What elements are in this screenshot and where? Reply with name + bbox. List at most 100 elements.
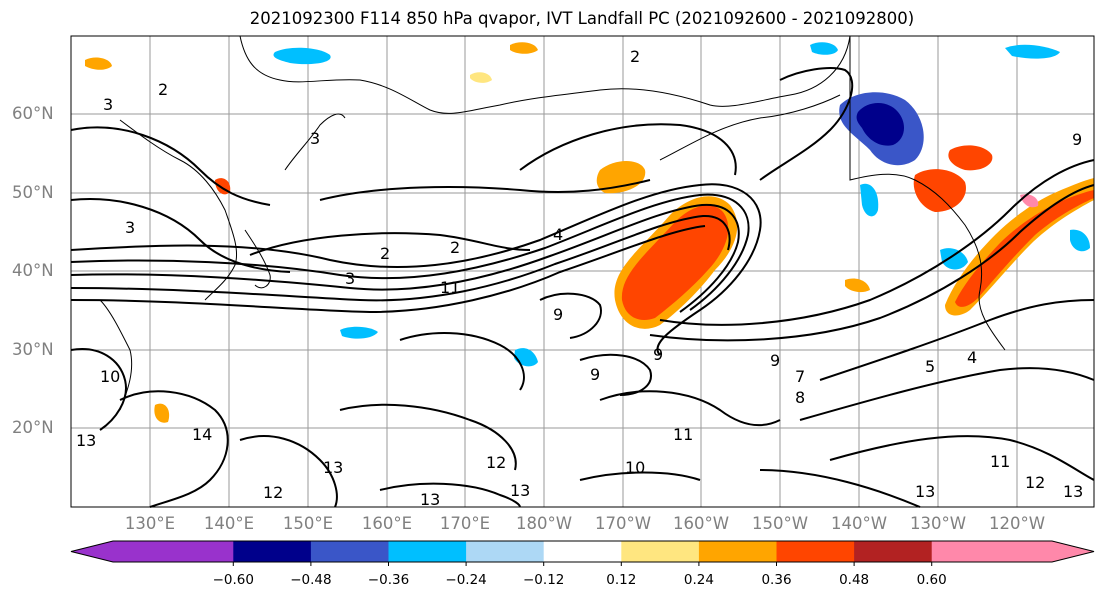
colorbar-tick-label: 0.12: [606, 572, 637, 588]
lon-label: 150°E: [282, 514, 334, 533]
lon-label: 150°W: [751, 514, 809, 533]
contour-26: [539, 292, 602, 339]
orange-patch-2: [154, 403, 170, 423]
contour-label: 2: [158, 80, 168, 99]
colorbar-tick-label: 0.60: [916, 572, 947, 588]
contour-label: 9: [553, 305, 563, 324]
contour-label: 9: [653, 345, 663, 364]
colorbar-segment: [543, 541, 622, 562]
contour-10: [519, 123, 737, 176]
contour-3: [70, 203, 740, 313]
colorbar-segment: [698, 541, 778, 562]
colorbar-segment: [233, 541, 312, 562]
contour-label: 5: [925, 357, 935, 376]
colorbar-extend-right: [1052, 541, 1094, 562]
contour-label: 2: [450, 238, 460, 257]
lat-label: 60°N: [12, 104, 54, 123]
coast-north-america: [849, 36, 1006, 351]
colorbar-segment: [776, 541, 855, 562]
ivt-contours: [70, 67, 1095, 508]
colorbar-segment: [113, 541, 234, 562]
lat-label: 30°N: [12, 340, 54, 359]
lon-label: 120°W: [988, 514, 1046, 533]
contour-label: 9: [1072, 130, 1082, 149]
contour-2: [70, 193, 750, 311]
contour-label: 2: [630, 47, 640, 66]
lon-label: 180°W: [515, 514, 573, 533]
colorbar-tick-label: −0.60: [212, 572, 254, 588]
colorbar-segment: [388, 541, 467, 562]
contour-label: 14: [192, 425, 212, 444]
contour-label: 13: [1063, 482, 1083, 501]
blue-patch-3: [1005, 44, 1060, 59]
contour-12: [659, 159, 1095, 326]
contour-23: [399, 332, 525, 391]
contour-11: [759, 67, 854, 181]
orange-patch-3: [510, 42, 538, 54]
colorbar-tick-label: 0.24: [683, 572, 714, 588]
contour-27: [579, 353, 652, 396]
qvapor-shading: [85, 42, 1094, 423]
blue-patch-2: [810, 42, 838, 55]
contour-15: [799, 367, 1095, 421]
lon-label: 160°W: [672, 514, 730, 533]
colorbar: [70, 540, 1095, 566]
panhandle-red: [913, 169, 966, 212]
contour-label: 2: [380, 244, 390, 263]
contour-label: 12: [1025, 473, 1045, 492]
lat-label: 50°N: [12, 183, 54, 202]
lat-label: 40°N: [12, 261, 54, 280]
contour-13: [649, 184, 1095, 342]
lon-label: 160°E: [361, 514, 413, 533]
lat-label: 20°N: [12, 418, 54, 437]
lon-label: 170°E: [439, 514, 491, 533]
colorbar-outline: [70, 540, 1095, 563]
contour-label: 12: [263, 483, 283, 502]
colorbar-segment: [931, 541, 1053, 562]
colorbar-tick-label: 0.36: [761, 572, 792, 588]
contour-label: 4: [967, 348, 977, 367]
coastlines: [99, 35, 1006, 411]
coast-siberia-alaska: [239, 35, 851, 114]
blue-patch-4: [860, 183, 879, 217]
colorbar-tick-label: −0.24: [445, 572, 487, 588]
blue-patch-1: [273, 47, 331, 65]
lon-label: 130°W: [909, 514, 967, 533]
orange-patch-1: [85, 57, 112, 70]
lon-label: 170°W: [594, 514, 652, 533]
map-frame: [70, 35, 1095, 508]
contour-label: 11: [990, 452, 1010, 471]
contour-label-group: 2 2 3 3 3 2 2 3 4 11 9 9 9 10 14 13 13 1…: [76, 47, 1083, 509]
colorbar-segment: [854, 541, 933, 562]
contour-label: 13: [510, 481, 530, 500]
contour-label: 9: [770, 351, 780, 370]
contour-label: 3: [125, 218, 135, 237]
contour-label: 10: [100, 367, 120, 386]
coast-east-asia: [119, 119, 238, 301]
contour-24: [339, 403, 517, 471]
colorbar-tick-label: 0.48: [839, 572, 870, 588]
contour-14: [819, 299, 1095, 381]
contour-label: 3: [103, 95, 113, 114]
contour-5: [70, 225, 706, 314]
coast-japan: [244, 229, 271, 289]
contour-label: 11: [673, 425, 693, 444]
contour-6: [70, 198, 291, 273]
plume-inner: [621, 205, 729, 320]
blue-patch-7: [940, 248, 968, 270]
map-title: 2021092300 F114 850 hPa qvapor, IVT Land…: [249, 9, 915, 28]
graticule: [71, 36, 1094, 507]
bc-red: [948, 145, 993, 171]
colorbar-tick-label: −0.48: [290, 572, 332, 588]
contour-label: 13: [420, 490, 440, 509]
lon-label: 140°E: [203, 514, 255, 533]
colorbar-tick-label: −0.36: [367, 572, 410, 588]
contour-label: 3: [310, 129, 320, 148]
contour-label: 10: [625, 458, 645, 477]
colorbar-tick-label: −0.12: [523, 572, 565, 588]
lon-label: 140°W: [830, 514, 888, 533]
contour-17: [759, 469, 921, 508]
colorbar-segment: [310, 541, 389, 562]
colorbar-extend-left: [71, 541, 113, 562]
